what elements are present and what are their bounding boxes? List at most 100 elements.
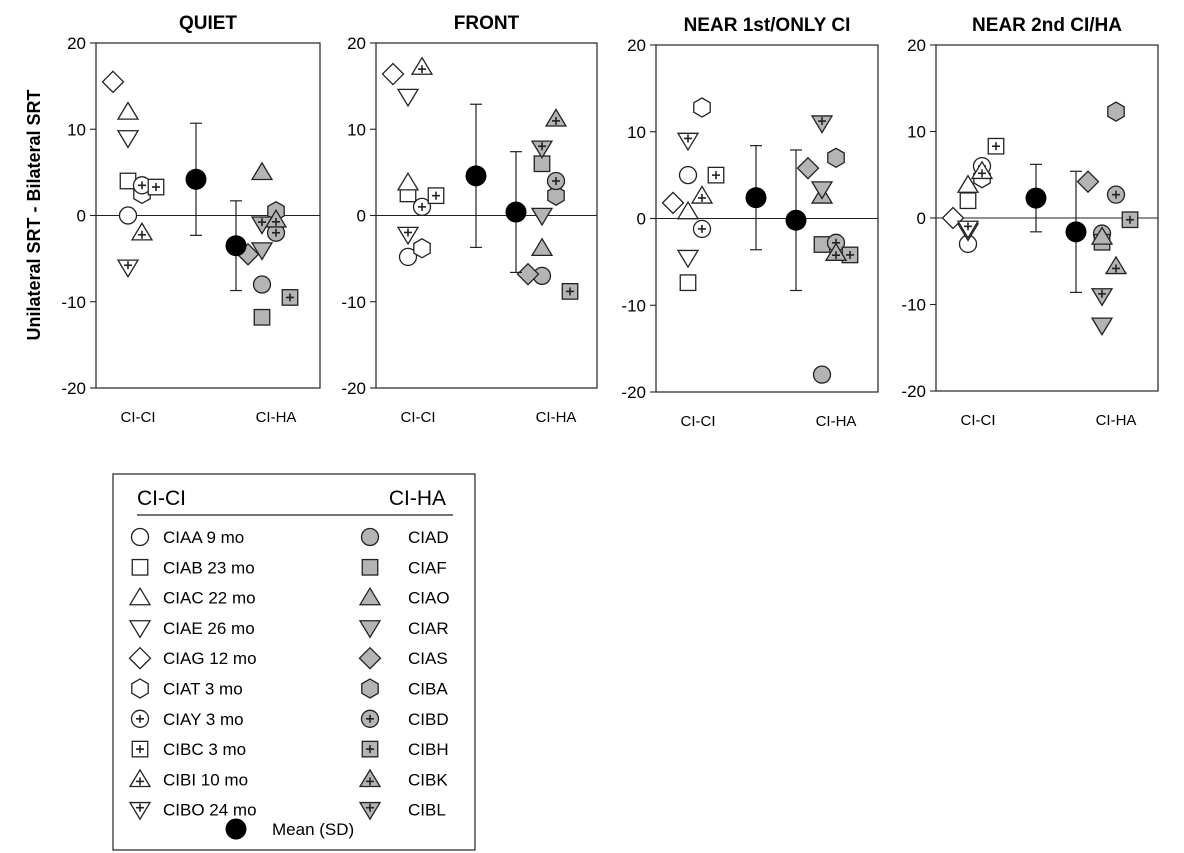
y-tick-label: 20 xyxy=(67,34,86,53)
point-ciag xyxy=(941,206,965,230)
y-tick-label: 10 xyxy=(627,123,646,142)
legend-marker-cibo xyxy=(128,801,152,821)
y-tick-label: -10 xyxy=(901,296,926,315)
y-tick-label: -20 xyxy=(61,379,86,398)
y-tick-label: 10 xyxy=(67,120,86,139)
legend-marker-ciad xyxy=(360,527,380,547)
x-category-label: CI-CI xyxy=(961,412,996,429)
panel-title: NEAR 1st/ONLY CI xyxy=(684,15,851,36)
legend-label-ciaa: CIAA 9 mo xyxy=(163,528,244,547)
legend-marker-ciar xyxy=(358,620,382,639)
panel-title: QUIET xyxy=(179,13,237,34)
point-ciag xyxy=(661,191,685,215)
legend: CI-CI CI-HA CIAA 9 mo CIAB 23 mo CIAC 22 mo C… xyxy=(112,473,476,851)
x-category-label: CI-HA xyxy=(256,409,297,426)
point-ciba xyxy=(827,147,845,169)
y-tick-label: 10 xyxy=(347,120,366,139)
legend-label-cias: CIAS xyxy=(408,649,448,668)
point-ciae xyxy=(116,130,140,149)
point-ciag xyxy=(381,62,405,86)
point-ciba xyxy=(1107,101,1125,122)
legend-label-ciag: CIAG 12 mo xyxy=(163,649,257,668)
legend-marker-ciao xyxy=(358,586,382,606)
point-cibc xyxy=(707,166,725,184)
point-cibh xyxy=(1121,211,1139,229)
mean-sd-ci-ci xyxy=(1025,163,1047,233)
legend-marker-ciae xyxy=(128,620,152,639)
point-cibo xyxy=(116,259,140,279)
legend-marker-ciac xyxy=(128,586,152,606)
mean-marker xyxy=(225,235,247,257)
point-ciat xyxy=(413,238,431,259)
y-tick-label: 0 xyxy=(637,210,646,229)
legend-marker-cias xyxy=(358,646,382,670)
legend-marker-ciat xyxy=(131,678,149,699)
point-cibk xyxy=(544,108,568,127)
legend-label-cibd: CIBD xyxy=(408,710,449,729)
legend-label-ciat: CIAT 3 mo xyxy=(163,680,243,699)
x-category-label: CI-CI xyxy=(401,409,436,426)
point-cibi xyxy=(970,160,994,180)
y-tick-label: 0 xyxy=(917,209,926,228)
point-ciba xyxy=(547,185,565,206)
point-ciao xyxy=(530,237,554,257)
legend-label-ciba: CIBA xyxy=(408,680,448,699)
point-ciar xyxy=(530,207,554,227)
point-ciat xyxy=(693,97,711,118)
y-tick-label: -20 xyxy=(341,379,366,398)
legend-marker-cibh xyxy=(361,740,379,758)
panel-3: NEAR 1st/ONLY CI 20 10 0 -10 -20 CI-CI CI-HA xyxy=(621,15,879,430)
panel-1: QUIET 20 10 0 -10 -20 CI-CI CI-HA xyxy=(61,13,321,426)
x-category-label: CI-HA xyxy=(1096,412,1137,429)
x-category-label: CI-HA xyxy=(536,409,577,426)
legend-mean-marker xyxy=(225,818,247,840)
point-ciar xyxy=(250,242,274,261)
panel-title: NEAR 2nd CI/HA xyxy=(972,15,1122,36)
mean-marker xyxy=(185,168,207,190)
point-cibl xyxy=(530,140,554,159)
panel-title: FRONT xyxy=(454,13,520,34)
mean-marker xyxy=(465,165,487,187)
legend-box xyxy=(112,473,476,851)
y-tick-label: 20 xyxy=(907,36,926,55)
point-ciaf xyxy=(253,308,271,326)
point-ciaa xyxy=(678,165,698,185)
point-cias xyxy=(796,156,820,180)
y-tick-label: 0 xyxy=(77,207,86,226)
point-cibd xyxy=(1106,185,1126,204)
point-ciae xyxy=(676,249,700,269)
legend-label-cibh: CIBH xyxy=(408,740,449,759)
point-ciac xyxy=(676,200,700,220)
panel-2: FRONT 20 10 0 -10 -20 CI-CI CI-HA xyxy=(341,13,598,426)
point-cibo xyxy=(396,226,420,246)
y-tick-label: -20 xyxy=(901,382,926,401)
legend-label-cibc: CIBC 3 mo xyxy=(163,740,246,759)
point-ciao xyxy=(1090,226,1114,245)
mean-marker xyxy=(785,209,807,231)
point-cibc xyxy=(427,187,445,205)
point-cibl xyxy=(250,216,274,235)
legend-header-ci-ha: CI-HA xyxy=(389,487,446,510)
legend-marker-ciaa xyxy=(130,527,150,547)
mean-marker xyxy=(745,187,767,209)
x-category-label: CI-CI xyxy=(121,409,156,426)
point-cibh xyxy=(561,282,579,300)
mean-sd-ci-ha xyxy=(1065,170,1087,293)
y-tick-label: 20 xyxy=(347,34,366,53)
point-ciar xyxy=(810,181,834,200)
point-cibh xyxy=(281,289,299,306)
y-axis-label: Unilateral SRT - Bilateral SRT xyxy=(24,89,44,340)
mean-marker xyxy=(1065,221,1087,243)
mean-sd-ci-ci xyxy=(745,145,767,251)
legend-label-cibo: CIBO 24 mo xyxy=(163,801,257,820)
legend-marker-cibl xyxy=(358,801,382,821)
mean-sd-ci-ha xyxy=(785,149,807,292)
legend-marker-ciba xyxy=(361,678,379,699)
point-ciac xyxy=(956,174,980,193)
point-ciao xyxy=(250,161,274,181)
point-cibc xyxy=(147,178,165,196)
point-ciac xyxy=(396,171,420,191)
legend-label-cibi: CIBI 10 mo xyxy=(163,770,248,789)
point-ciab xyxy=(679,274,697,292)
